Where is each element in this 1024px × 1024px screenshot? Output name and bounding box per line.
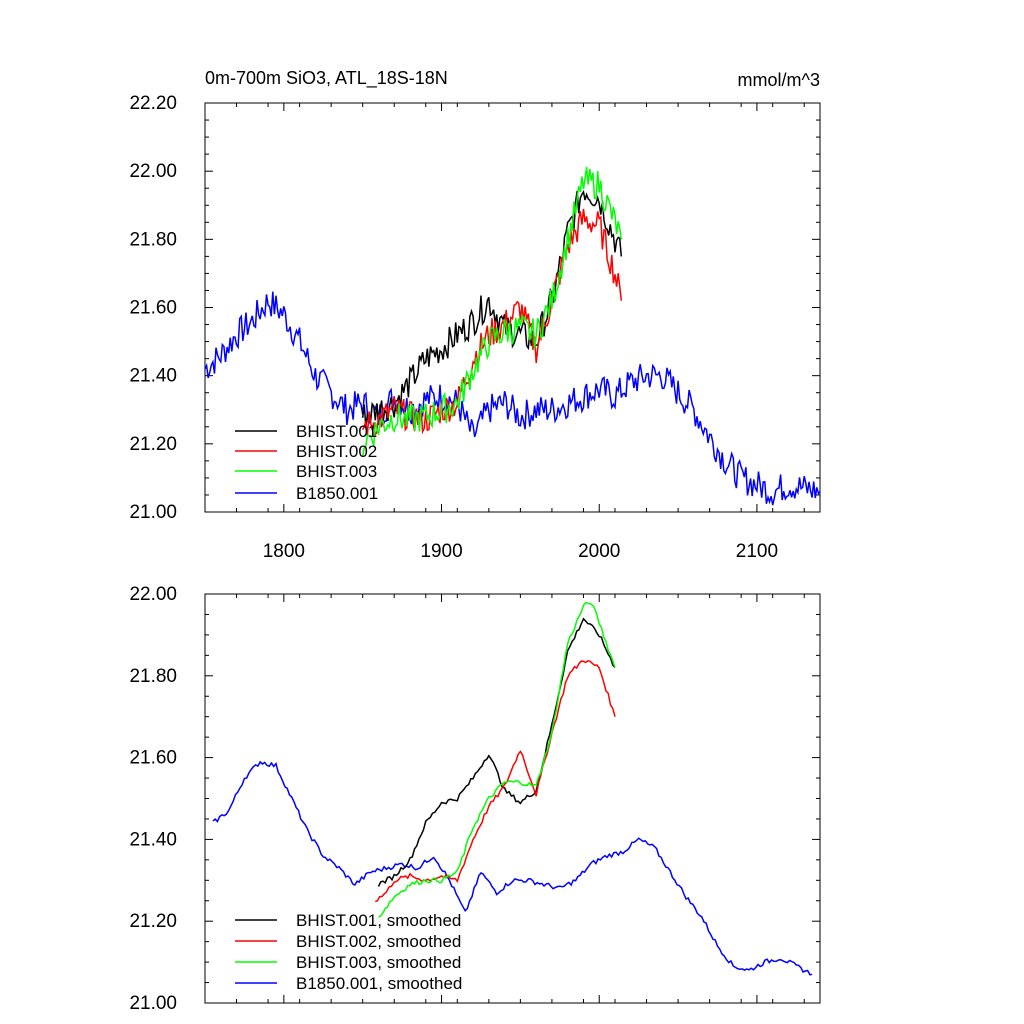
series-line <box>377 617 616 887</box>
series-line <box>212 760 813 976</box>
x-tick-label: 2000 <box>578 541 620 562</box>
y-tick-label: 21.20 <box>129 911 177 932</box>
chart-title: 0m-700m SiO3, ATL_18S-18N <box>205 68 448 89</box>
legend-label: B1850.001 <box>296 484 378 503</box>
y-tick-label: 22.00 <box>129 584 177 605</box>
legend-label: B1850.001, smoothed <box>296 974 462 993</box>
legend-label: BHIST.003 <box>296 462 377 481</box>
series-line <box>205 291 820 506</box>
units-label: mmol/m^3 <box>738 70 820 90</box>
x-tick-label: 2100 <box>736 541 778 562</box>
y-tick-label: 21.60 <box>129 298 177 319</box>
y-tick-label: 21.40 <box>129 366 177 387</box>
x-tick-label: 1800 <box>263 541 305 562</box>
series-line <box>362 208 623 437</box>
series-line <box>361 166 623 457</box>
x-tick-label: 1900 <box>420 541 462 562</box>
legend-label: BHIST.001 <box>296 422 377 441</box>
legend-label: BHIST.002, smoothed <box>296 932 461 951</box>
y-tick-label: 21.40 <box>129 829 177 850</box>
series-line <box>375 659 616 903</box>
y-tick-label: 21.80 <box>129 229 177 250</box>
bottom-panel: 21.00 21.20 21.40 21.60 21.80 22.00 BHIST.001,… <box>129 584 821 1014</box>
y-tick-label: 21.00 <box>129 993 177 1014</box>
y-tick-label: 21.60 <box>129 748 177 769</box>
legend-label: BHIST.002 <box>296 442 377 461</box>
series-line <box>378 601 616 918</box>
y-tick-label: 22.20 <box>129 93 177 114</box>
y-tick-label: 21.20 <box>129 434 177 455</box>
y-tick-label: 21.80 <box>129 666 177 687</box>
legend-label: BHIST.001, smoothed <box>296 911 461 930</box>
y-tick-label: 21.00 <box>129 502 177 523</box>
y-tick-label: 22.00 <box>129 161 177 182</box>
top-panel: 21.00 21.20 21.40 21.60 21.80 22.00 22.20 1800 1… <box>129 93 821 562</box>
legend-label: BHIST.003, smoothed <box>296 953 461 972</box>
series-line <box>361 189 623 428</box>
